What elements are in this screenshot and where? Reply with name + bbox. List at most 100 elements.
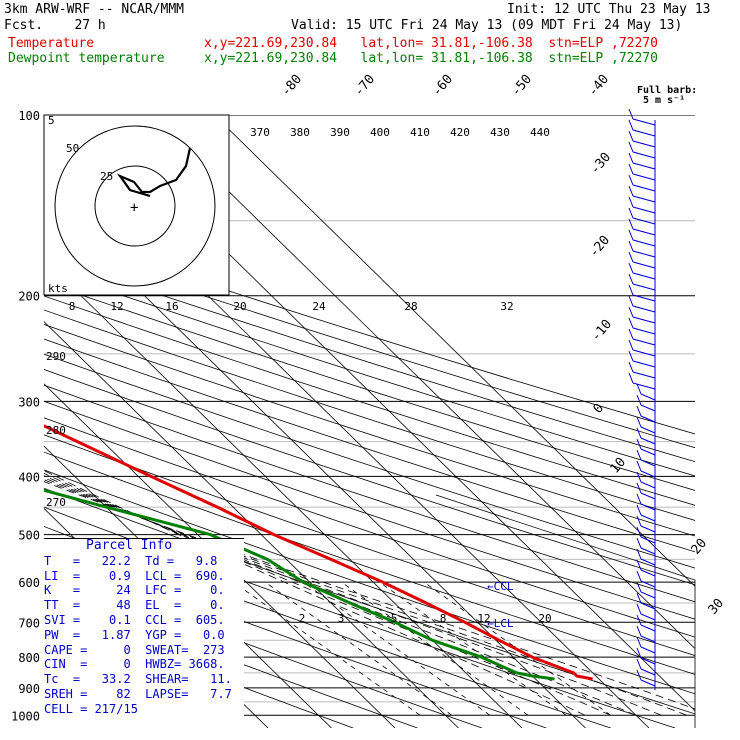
- parcel-info-row: CIN = 0 HWBZ= 3668.: [44, 657, 225, 672]
- wind-barb: [628, 295, 656, 313]
- wind-barb: [636, 603, 656, 621]
- wind-barb: [636, 559, 656, 577]
- dry-adiabat-line: [44, 417, 695, 638]
- mixing-ratio-label: 3: [338, 612, 345, 625]
- upper-temp-label: 28: [404, 300, 417, 313]
- parcel-info-row: PW = 1.87 YGP = 0.0: [44, 627, 225, 642]
- theta-label: 290: [46, 350, 66, 363]
- hodograph-ring-25: [94, 165, 176, 247]
- theta-e-label: 420: [450, 126, 470, 139]
- wind-barb: [628, 152, 656, 170]
- dry-adiabat-line: [44, 323, 695, 537]
- hodograph-trace: [116, 147, 192, 198]
- isotherm-line: [150, 115, 695, 650]
- wind-barb: [636, 515, 656, 533]
- chart-series: [44, 424, 593, 681]
- theta-e-label: 380: [290, 126, 310, 139]
- wind-barb: [636, 471, 656, 489]
- parcel-info-panel: Parcel Info T = 22.2 Td = 9.8 LI = 0.9 LC…: [44, 538, 244, 729]
- moist-adiabat-line: [44, 472, 611, 716]
- temperature-axis-label: -10: [589, 317, 616, 345]
- wind-barb: [628, 317, 656, 335]
- mixing-ratio-line: [379, 581, 567, 716]
- hodograph-ring-label-75: 5: [48, 114, 55, 127]
- wind-barb: [628, 130, 656, 148]
- temperature-profile-line: [44, 424, 593, 681]
- wind-barb: [636, 526, 656, 544]
- forecast-hour: Fcst. 27 h: [4, 18, 106, 33]
- parcel-info-row: Tc = 33.2 SHEAR= 11.: [44, 672, 232, 687]
- temperature-axis-label: 30: [706, 596, 728, 618]
- theta-e-label: 440: [530, 126, 550, 139]
- dry-adiabat-line: [44, 451, 695, 675]
- wind-barb: [636, 570, 656, 588]
- wind-barbs: [628, 108, 656, 690]
- wind-barb: [628, 273, 656, 291]
- wind-barb: [628, 185, 656, 203]
- dry-adiabat-line: [44, 469, 695, 695]
- moist-adiabat-line: [44, 470, 586, 716]
- wind-barb: [628, 284, 656, 302]
- temperature-axis-label: 0: [591, 401, 608, 417]
- wind-barb: [636, 647, 656, 665]
- pressure-tick-label: 200: [18, 290, 40, 304]
- temperature-axis-label: -20: [587, 233, 614, 261]
- wind-barb: [628, 306, 656, 324]
- wind-barb: [636, 548, 656, 566]
- mixing-ratio-label: 5: [391, 612, 398, 625]
- parcel-info-row: CAPE = 0 SWEAT= 273: [44, 642, 225, 657]
- wind-barb: [636, 449, 656, 467]
- temperature-axis-label: -80: [279, 72, 306, 100]
- wind-barb: [636, 592, 656, 610]
- upper-temp-label: 8: [69, 300, 76, 313]
- theta-e-label: 390: [330, 126, 350, 139]
- pressure-tick-label: 600: [18, 576, 40, 590]
- upper-temp-label: 16: [165, 300, 178, 313]
- wind-barb: [628, 251, 656, 269]
- moist-adiabat-line: [44, 477, 662, 716]
- temperature-axis-label: -40: [586, 72, 613, 100]
- dewpoint-legend-label: Dewpoint temperature: [8, 51, 165, 66]
- wind-barb: [628, 339, 656, 357]
- wind-barb: [628, 361, 656, 379]
- hodograph-ring-label-25: 25: [100, 170, 113, 183]
- barb-legend-line2: 5 m s⁻¹: [643, 95, 685, 106]
- wind-barb: [636, 493, 656, 511]
- wind-barb: [628, 350, 656, 368]
- wind-barb: [636, 416, 656, 434]
- parcel-info-row: LI = 0.9 LCL = 690.: [44, 568, 225, 583]
- mixing-ratio-label: 2: [299, 612, 306, 625]
- mixing-ratio-line: [303, 581, 491, 716]
- temperature-axis-label: -50: [509, 72, 536, 100]
- pressure-tick-label: 1000: [11, 709, 40, 723]
- parcel-info-row: TT = 48 EL = 0.: [44, 598, 225, 613]
- wind-barb: [636, 504, 656, 522]
- wind-barb: [628, 240, 656, 258]
- hodograph: 25 50 5 + kts: [43, 114, 230, 296]
- mixing-ratio-line: [264, 581, 453, 716]
- parcel-info-row: T = 22.2 Td = 9.8: [44, 553, 218, 568]
- wind-barb: [636, 482, 656, 500]
- theta-e-label: 430: [490, 126, 510, 139]
- temperature-legend-label: Temperature: [8, 36, 95, 51]
- moist-adiabat-line: [44, 481, 695, 710]
- wind-barb: [636, 460, 656, 478]
- wind-barb: [636, 405, 656, 423]
- parcel-info-rows: T = 22.2 Td = 9.8 LI = 0.9 LCL = 690. K = …: [44, 554, 244, 717]
- isotherm-line: [44, 383, 396, 728]
- dry-adiabat-line: [44, 338, 695, 553]
- theta-label: 280: [46, 424, 66, 437]
- wind-barb: [628, 163, 656, 181]
- lcl-label: ←LCL: [487, 617, 514, 630]
- wind-barb: [636, 383, 656, 401]
- temperature-axis-label: -60: [430, 72, 457, 100]
- upper-temp-label: 24: [312, 300, 326, 313]
- theta-label: 270: [46, 496, 66, 509]
- dry-adiabat-line: [44, 281, 695, 491]
- hodograph-units-label: kts: [48, 282, 68, 295]
- wind-barb: [636, 581, 656, 599]
- parcel-info-row: SVI = 0.1 CCL = 605.: [44, 612, 225, 627]
- wind-barb: [628, 119, 656, 137]
- dry-adiabat-line: [44, 434, 695, 656]
- wind-barb: [636, 614, 656, 632]
